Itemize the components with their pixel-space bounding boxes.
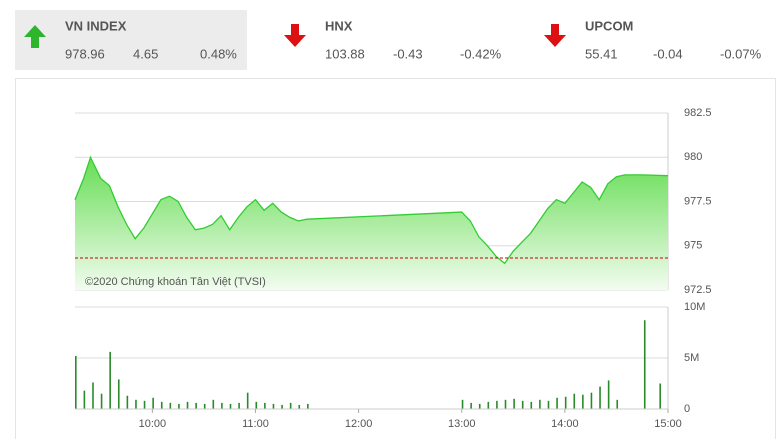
volume-bar [599,386,601,409]
x-tick-label: 15:00 [654,418,682,430]
up-arrow [24,25,46,48]
volume-bar [212,399,215,409]
volume-bar [272,403,275,409]
volume-bar [470,402,472,409]
x-tick-label: 14:00 [551,418,579,430]
volume-bar [178,403,180,409]
volume-bar [281,404,283,409]
x-tick-label: 11:00 [242,418,269,430]
active-index-bg [15,10,247,70]
volume-bar [255,401,258,409]
volume-bar [152,397,154,409]
volume-bar [264,402,266,409]
y-tick-label: 980 [684,151,702,163]
volume-bar [504,399,507,409]
x-tick-label: 10:00 [139,418,167,430]
volume-bar [496,400,498,409]
volume-bar [203,403,206,409]
volume-bar [582,394,584,409]
down-arrow [284,24,306,47]
volume-bar [195,402,197,409]
volume-bar [160,401,163,409]
y-tick-label: 0 [684,403,690,415]
volume-bar [530,401,533,409]
volume-bar [117,379,120,409]
volume-bar [246,392,249,409]
index-name: HNX [325,18,353,33]
index-percent: -0.42% [460,46,502,61]
volume-bar [126,395,129,409]
volume-bar [607,380,610,409]
volume-bar [298,404,301,409]
volume-bar [556,397,558,409]
volume-bar [513,398,515,409]
area-fill [75,157,668,290]
volume-bar [92,382,94,409]
volume-bar [616,399,619,409]
x-tick-label: 13:00 [448,418,476,430]
y-tick-label: 5M [684,352,699,364]
index-change: 4.65 [133,46,158,61]
volume-bar [564,396,567,409]
x-tick-label: 12:00 [345,418,373,430]
volume-bar [109,351,111,409]
index-value: 55.41 [585,46,618,61]
volume-bar [307,403,309,409]
index-change: -0.43 [393,46,423,61]
index-value: 978.96 [65,46,105,61]
volume-bar [169,402,172,409]
index-change: -0.04 [653,46,683,61]
down-arrow [544,24,566,47]
chart-frame [15,78,776,444]
volume-bar [643,320,646,409]
volume-bar [539,399,541,409]
volume-bar [186,401,189,409]
y-tick-label: 972.5 [684,284,712,296]
price-line [74,155,669,265]
volume-bar [289,402,292,409]
volume-bar [487,401,490,409]
volume-bar [478,403,481,409]
volume-bar [221,402,223,409]
y-tick-label: 982.5 [684,107,712,119]
volume-bar [75,355,77,409]
y-tick-label: 977.5 [684,195,712,207]
volume-bar [547,400,550,409]
y-tick-label: 10M [684,301,705,313]
volume-bar [659,383,662,409]
volume-bar [143,400,146,409]
volume-bar [238,402,240,409]
volume-bar [573,393,576,409]
y-tick-label: 975 [684,240,702,252]
index-percent: -0.07% [720,46,762,61]
volume-bar [135,399,137,409]
index-name: UPCOM [585,18,633,33]
volume-bar [100,393,103,409]
volume-bar [229,403,232,409]
annotation: ©2020 Chứng khoán Tân Việt (TVSI) [85,276,266,288]
index-value: 103.88 [325,46,365,61]
index-percent: 0.48% [200,46,237,61]
volume-bar [461,399,464,409]
volume-bar [590,392,593,409]
volume-bar [83,390,86,409]
index-name: VN INDEX [65,18,127,33]
volume-bar [521,400,524,409]
